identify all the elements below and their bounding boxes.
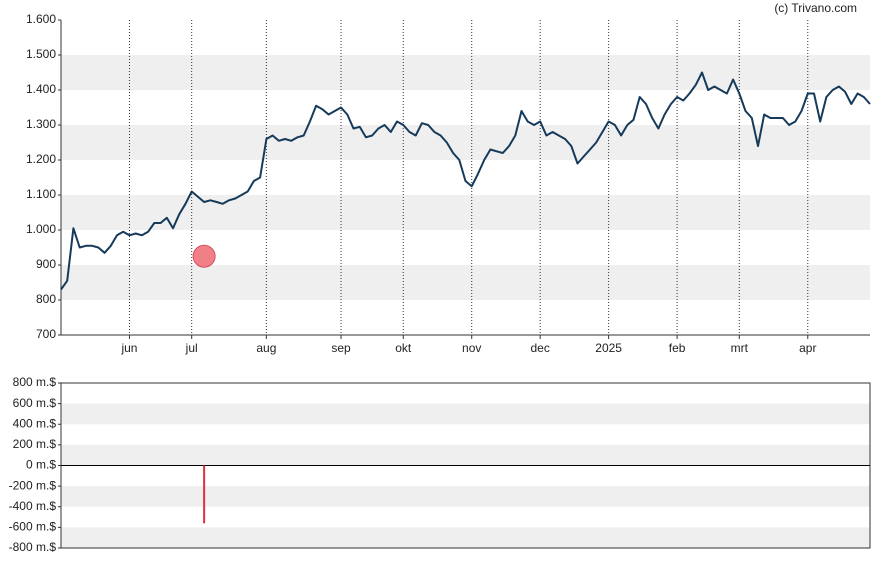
x-tick-label: mrt — [731, 341, 749, 355]
y-tick-label: 400 m.$ — [13, 416, 57, 430]
y-tick-label: 800 — [36, 292, 56, 306]
x-tick-label: jul — [185, 341, 198, 355]
grid-band — [61, 265, 870, 300]
grid-band — [61, 55, 870, 90]
event-marker — [192, 244, 216, 268]
x-tick-label: okt — [395, 341, 412, 355]
source: (c) Trivano.com — [774, 1, 857, 15]
bar — [203, 465, 206, 524]
x-tick-label: 2025 — [595, 341, 622, 355]
y-tick-label: 1.000 — [26, 222, 56, 236]
y-tick-label: 600 m.$ — [13, 396, 57, 410]
x-tick-label: sep — [331, 341, 351, 355]
grid-band — [61, 125, 870, 160]
y-tick-label: 0 m.$ — [26, 458, 56, 472]
y-tick-label: -400 m.$ — [9, 499, 57, 513]
grid-band — [61, 527, 870, 548]
y-tick-label: 1.100 — [26, 187, 56, 201]
y-tick-label: -800 m.$ — [9, 540, 57, 554]
y-tick-label: 700 — [36, 327, 56, 341]
x-tick-label: feb — [669, 341, 686, 355]
y-tick-label: -200 m.$ — [9, 478, 57, 492]
y-tick-label: 1.400 — [26, 82, 56, 96]
x-tick-label: dec — [530, 341, 549, 355]
grid-band — [61, 444, 870, 466]
y-tick-label: 1.300 — [26, 117, 56, 131]
y-tick-label: -600 m.$ — [9, 520, 57, 534]
y-tick-label: 1.500 — [26, 47, 56, 61]
x-tick-label: apr — [799, 341, 816, 355]
grid-band — [61, 403, 870, 425]
y-tick-label: 200 m.$ — [13, 437, 57, 451]
y-tick-label: 800 m.$ — [13, 375, 57, 389]
price-line — [60, 71, 871, 291]
y-tick-label: 1.600 — [26, 12, 56, 26]
grid-band — [61, 195, 870, 230]
y-tick-label: 900 — [36, 257, 56, 271]
x-tick-label: aug — [256, 341, 276, 355]
grid-band — [61, 486, 870, 507]
x-tick-label: nov — [462, 341, 481, 355]
y-tick-label: 1.200 — [26, 152, 56, 166]
x-tick-label: jun — [120, 341, 137, 355]
